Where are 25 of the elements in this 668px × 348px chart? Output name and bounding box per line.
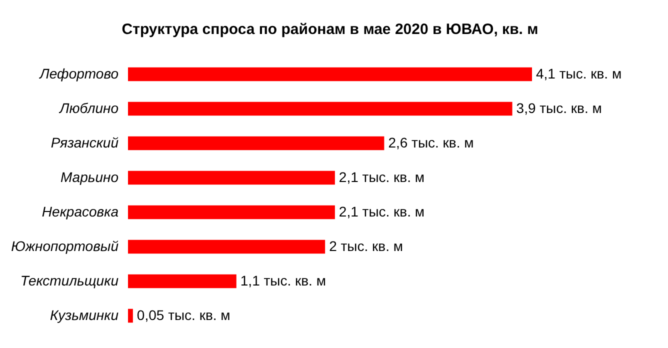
bar (128, 136, 384, 150)
bar (128, 170, 335, 185)
data-label: 3,9 тыс. кв. м (516, 100, 602, 116)
data-label: 2,1 тыс. кв. м (338, 168, 425, 185)
bar (128, 274, 236, 288)
data-label: 0,05 тыс. кв. м (136, 306, 230, 323)
bar (128, 205, 335, 220)
data-label: 2 тыс. кв. м (329, 238, 403, 254)
y-tick-label: Рязанский (50, 134, 119, 150)
bar (128, 240, 326, 254)
data-label: 4,1 тыс. кв. м (536, 65, 622, 82)
y-tick-label: Люблино (58, 100, 119, 116)
data-label: 1,1 тыс. кв. м (240, 272, 326, 288)
bar (128, 308, 133, 323)
bar (128, 102, 512, 116)
data-label: 2,6 тыс. кв. м (388, 134, 474, 150)
y-tick-label: Некрасовка (42, 203, 119, 220)
chart-title: Структура спроса по районам в мае 2020 в ЮВАО, кв. м (122, 21, 538, 38)
y-tick-label: Кузьминки (50, 306, 119, 323)
y-tick-label: Марьино (60, 168, 119, 185)
y-tick-label: Лефортово (38, 65, 119, 82)
data-label: 2,1 тыс. кв. м (338, 203, 425, 220)
y-tick-label: Южнопортовый (11, 238, 119, 254)
y-tick-label: Текстильщики (20, 272, 119, 288)
bar (128, 67, 532, 82)
